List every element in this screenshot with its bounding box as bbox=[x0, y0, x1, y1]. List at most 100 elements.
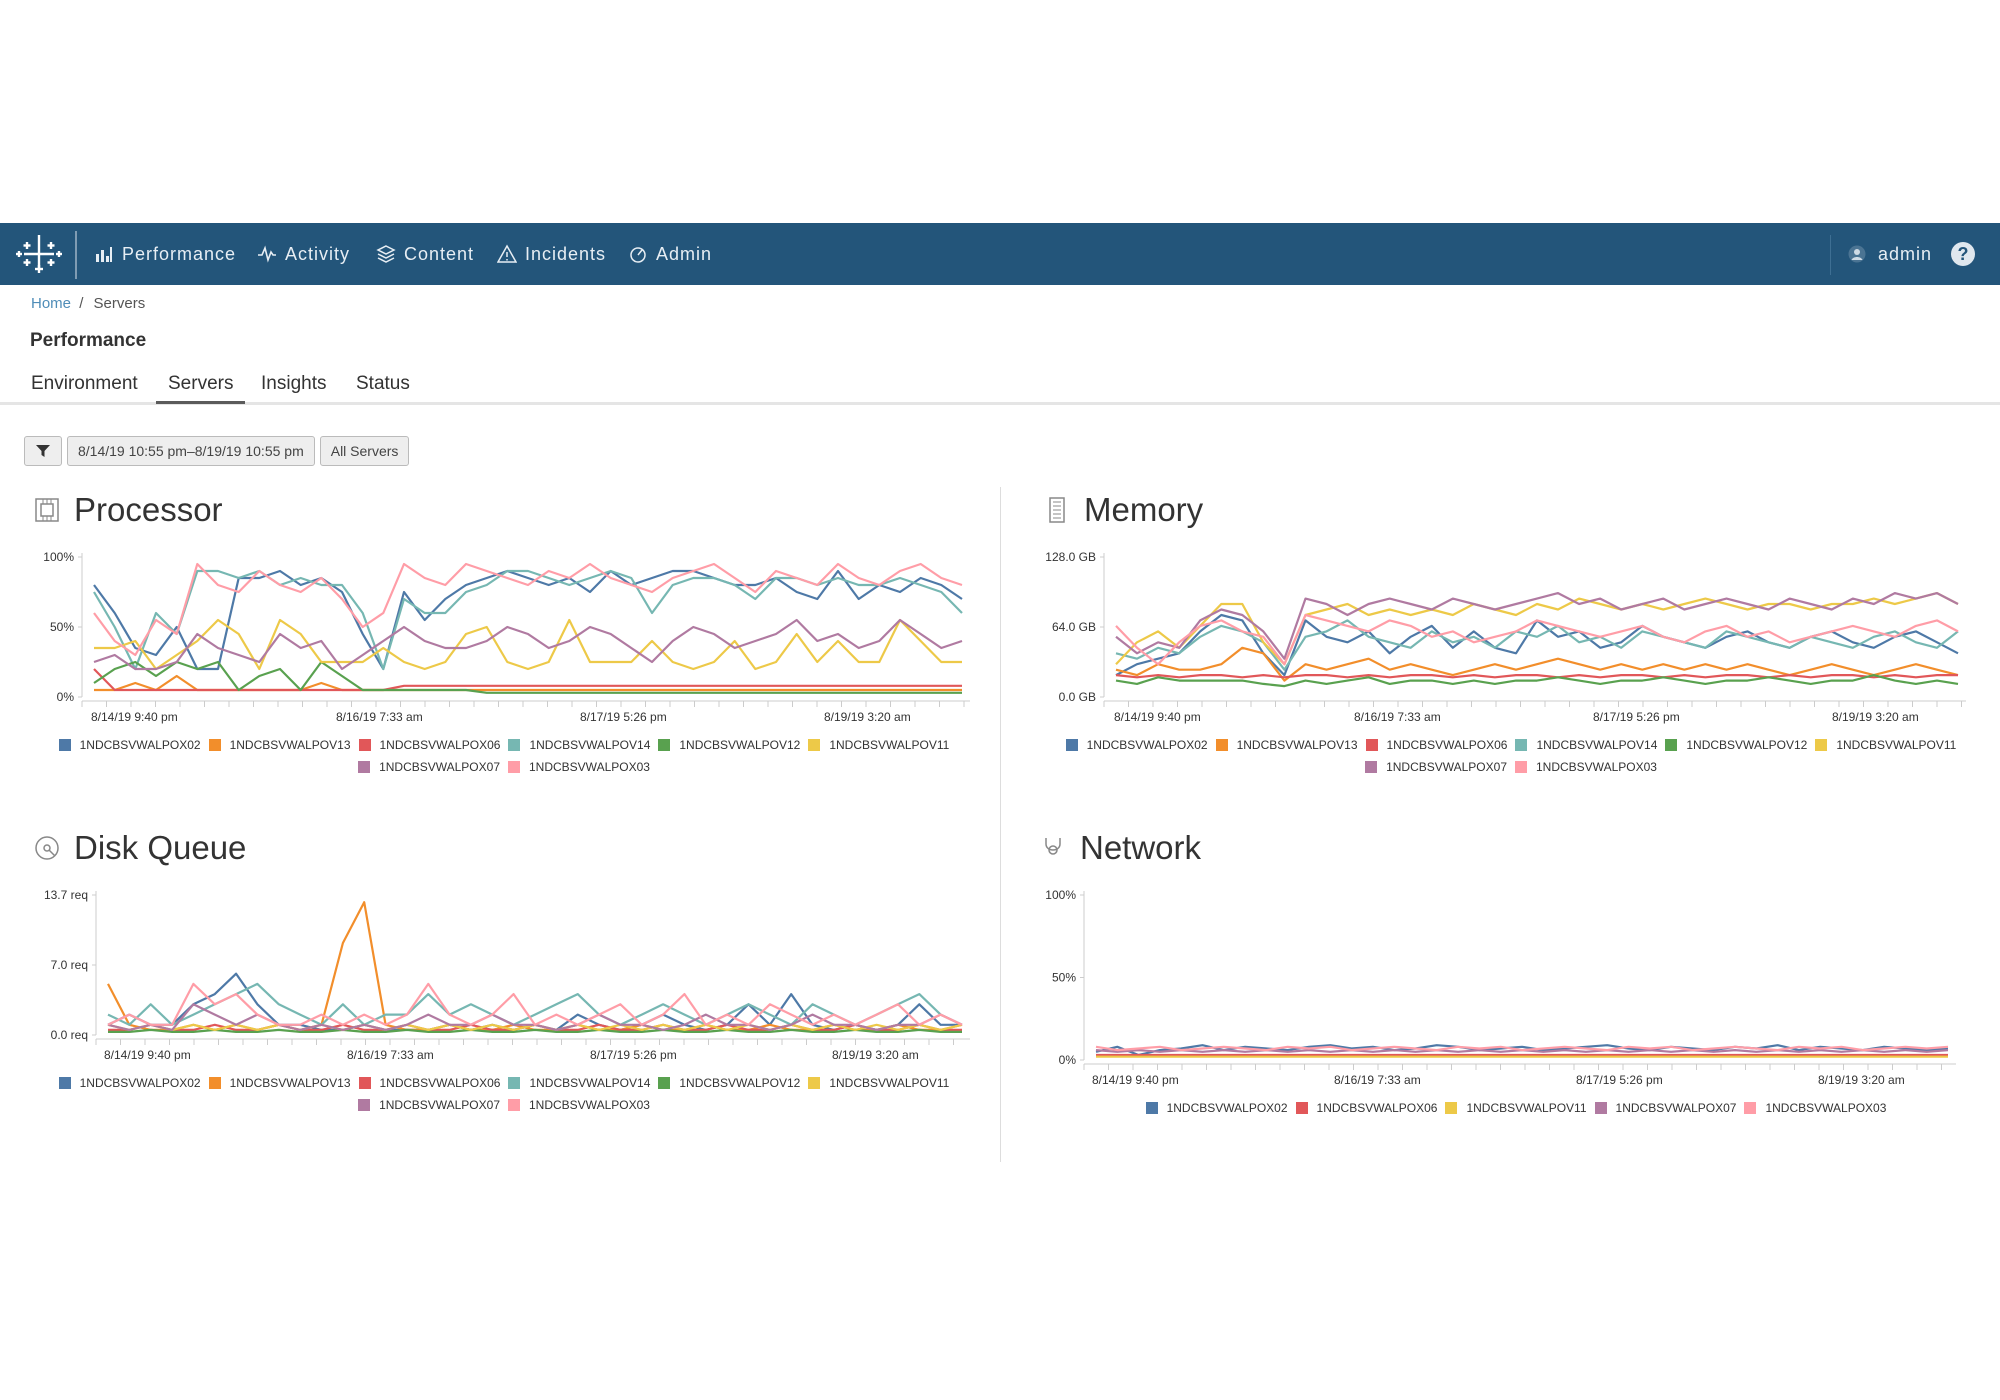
legend-item[interactable]: 1NDCBSVWALPOX07 bbox=[1594, 1098, 1737, 1118]
legend-swatch bbox=[1215, 739, 1228, 751]
series-line-1NDCBSVWALPOV12 bbox=[93, 660, 962, 694]
legend-label: 1NDCBSVWALPOX07 bbox=[379, 760, 500, 774]
nav-admin[interactable]: Admin bbox=[628, 223, 712, 285]
legend-item[interactable]: 1NDCBSVWALPOV13 bbox=[208, 1073, 351, 1093]
legend-item[interactable]: 1NDCBSVWALPOX03 bbox=[508, 1095, 650, 1115]
x-tick-label: 8/16/19 7:33 am bbox=[347, 1048, 434, 1062]
legend-item[interactable]: 1NDCBSVWALPOX06 bbox=[1365, 735, 1507, 755]
legend-item[interactable]: 1NDCBSVWALPOX03 bbox=[1515, 757, 1657, 777]
legend-item[interactable]: 1NDCBSVWALPOX02 bbox=[58, 1073, 201, 1093]
legend-item[interactable]: 1NDCBSVWALPOV14 bbox=[508, 735, 650, 755]
legend-item[interactable]: 1NDCBSVWALPOX07 bbox=[358, 757, 500, 777]
disk-queue-panel-title: Disk Queue bbox=[34, 829, 246, 867]
legend-item[interactable]: 1NDCBSVWALPOX02 bbox=[58, 735, 201, 755]
legend-label: 1NDCBSVWALPOX07 bbox=[1615, 1101, 1737, 1115]
processor-legend: 1NDCBSVWALPOX02 1NDCBSVWALPOV13 1NDCBSVWAL… bbox=[28, 735, 988, 779]
series-line-1NDCBSVWALPOX06 bbox=[1115, 673, 1958, 679]
filter-bar: 8/14/19 10:55 pm–8/19/19 10:55 pm All Se… bbox=[24, 436, 410, 466]
tab-servers[interactable]: Servers bbox=[156, 373, 246, 404]
layers-icon bbox=[376, 245, 396, 263]
legend-item[interactable]: 1NDCBSVWALPOX07 bbox=[1365, 757, 1507, 777]
x-tick-label: 8/19/19 3:20 am bbox=[1832, 710, 1919, 724]
legend-swatch bbox=[1515, 761, 1527, 773]
legend-swatch bbox=[1445, 1102, 1458, 1114]
network-legend: 1NDCBSVWALPOX02 1NDCBSVWALPOX06 1NDCBSVWAL… bbox=[1050, 1098, 1990, 1120]
legend-item[interactable]: 1NDCBSVWALPOX06 bbox=[358, 1073, 500, 1093]
legend-swatch bbox=[808, 739, 821, 751]
legend-swatch bbox=[508, 761, 520, 773]
legend-item[interactable]: 1NDCBSVWALPOV12 bbox=[1665, 735, 1807, 755]
x-tick-label: 8/17/19 5:26 pm bbox=[1576, 1073, 1663, 1087]
nav-incidents-label: Incidents bbox=[525, 243, 607, 264]
series-line-1NDCBSVWALPOV13 bbox=[1115, 646, 1959, 682]
legend-item[interactable]: 1NDCBSVWALPOV11 bbox=[808, 735, 949, 755]
series-line-1NDCBSVWALPOV14 bbox=[107, 982, 963, 1026]
tab-environment[interactable]: Environment bbox=[31, 373, 138, 394]
y-tick-label: 64.0 GB bbox=[1052, 620, 1096, 634]
tab-status[interactable]: Status bbox=[356, 373, 410, 394]
nav-content[interactable]: Content bbox=[376, 223, 474, 285]
legend-item[interactable]: 1NDCBSVWALPOV12 bbox=[658, 1073, 800, 1093]
legend-label: 1NDCBSVWALPOX03 bbox=[529, 760, 650, 774]
breadcrumb-current: Servers bbox=[93, 295, 146, 312]
legend-item[interactable]: 1NDCBSVWALPOX03 bbox=[1744, 1098, 1886, 1118]
legend-item[interactable]: 1NDCBSVWALPOX06 bbox=[1295, 1098, 1437, 1118]
top-navbar: Performance Activity Content Incidents A… bbox=[0, 223, 2000, 285]
legend-swatch bbox=[208, 1077, 221, 1089]
nav-activity[interactable]: Activity bbox=[257, 223, 350, 285]
legend-swatch bbox=[358, 1099, 371, 1111]
breadcrumb: Home / Servers bbox=[31, 295, 145, 312]
disk-icon bbox=[35, 836, 59, 860]
nav-performance[interactable]: Performance bbox=[94, 223, 236, 285]
legend-item[interactable]: 1NDCBSVWALPOV11 bbox=[1815, 735, 1956, 755]
legend-swatch bbox=[658, 739, 671, 751]
processor-title: Processor bbox=[74, 491, 223, 528]
legend-item[interactable]: 1NDCBSVWALPOX02 bbox=[1065, 735, 1208, 755]
date-range-filter[interactable]: 8/14/19 10:55 pm–8/19/19 10:55 pm bbox=[67, 436, 315, 466]
legend-label: 1NDCBSVWALPOX07 bbox=[1386, 760, 1507, 774]
legend-item[interactable]: 1NDCBSVWALPOV11 bbox=[1445, 1098, 1587, 1118]
legend-item[interactable]: 1NDCBSVWALPOX06 bbox=[358, 735, 500, 755]
legend-label: 1NDCBSVWALPOX02 bbox=[1086, 738, 1208, 752]
legend-item[interactable]: 1NDCBSVWALPOV11 bbox=[808, 1073, 949, 1093]
help-icon[interactable]: ? bbox=[1951, 242, 1975, 266]
processor-icon bbox=[35, 498, 59, 522]
x-tick-label: 8/19/19 3:20 am bbox=[1818, 1073, 1905, 1087]
tab-insights[interactable]: Insights bbox=[261, 373, 327, 394]
series-line-1NDCBSVWALPOV12 bbox=[1115, 673, 1959, 688]
legend-item[interactable]: 1NDCBSVWALPOX02 bbox=[1145, 1098, 1288, 1118]
legend-item[interactable]: 1NDCBSVWALPOX07 bbox=[358, 1095, 500, 1115]
legend-swatch bbox=[1145, 1102, 1158, 1114]
tab-bar-rule bbox=[0, 402, 2000, 405]
legend-label: 1NDCBSVWALPOV11 bbox=[1836, 738, 1957, 752]
y-tick-label: 13.7 req bbox=[44, 888, 88, 902]
legend-item[interactable]: 1NDCBSVWALPOV14 bbox=[1515, 735, 1657, 755]
tableau-logo-icon[interactable] bbox=[16, 235, 62, 273]
nav-incidents[interactable]: Incidents bbox=[497, 223, 606, 285]
x-tick-label: 8/14/19 9:40 pm bbox=[1114, 710, 1201, 724]
legend-label: 1NDCBSVWALPOV13 bbox=[229, 1076, 351, 1090]
x-tick-label: 8/19/19 3:20 am bbox=[832, 1048, 919, 1062]
nav-performance-label: Performance bbox=[122, 243, 237, 264]
y-tick-label: 0.0 req bbox=[51, 1028, 88, 1042]
breadcrumb-home[interactable]: Home bbox=[31, 295, 72, 312]
server-filter[interactable]: All Servers bbox=[319, 436, 410, 466]
filter-button[interactable] bbox=[24, 436, 62, 466]
legend-label: 1NDCBSVWALPOX07 bbox=[379, 1098, 500, 1112]
legend-item[interactable]: 1NDCBSVWALPOV14 bbox=[508, 1073, 650, 1093]
legend-label: 1NDCBSVWALPOV11 bbox=[1466, 1101, 1587, 1115]
legend-swatch bbox=[58, 1077, 71, 1089]
legend-item[interactable]: 1NDCBSVWALPOX03 bbox=[508, 757, 650, 777]
legend-label: 1NDCBSVWALPOX02 bbox=[79, 1076, 201, 1090]
user-menu[interactable]: admin bbox=[1848, 223, 1932, 285]
legend-item[interactable]: 1NDCBSVWALPOV12 bbox=[658, 735, 800, 755]
series-line-1NDCBSVWALPOV11 bbox=[1115, 591, 1959, 666]
legend-item[interactable]: 1NDCBSVWALPOV13 bbox=[1215, 735, 1358, 755]
legend-swatch bbox=[808, 1077, 821, 1089]
series-line-1NDCBSVWALPOX03 bbox=[1115, 613, 1959, 666]
legend-item[interactable]: 1NDCBSVWALPOV13 bbox=[208, 735, 351, 755]
legend-swatch bbox=[1295, 1102, 1308, 1114]
legend-swatch bbox=[208, 739, 221, 751]
nav-content-label: Content bbox=[404, 243, 475, 264]
